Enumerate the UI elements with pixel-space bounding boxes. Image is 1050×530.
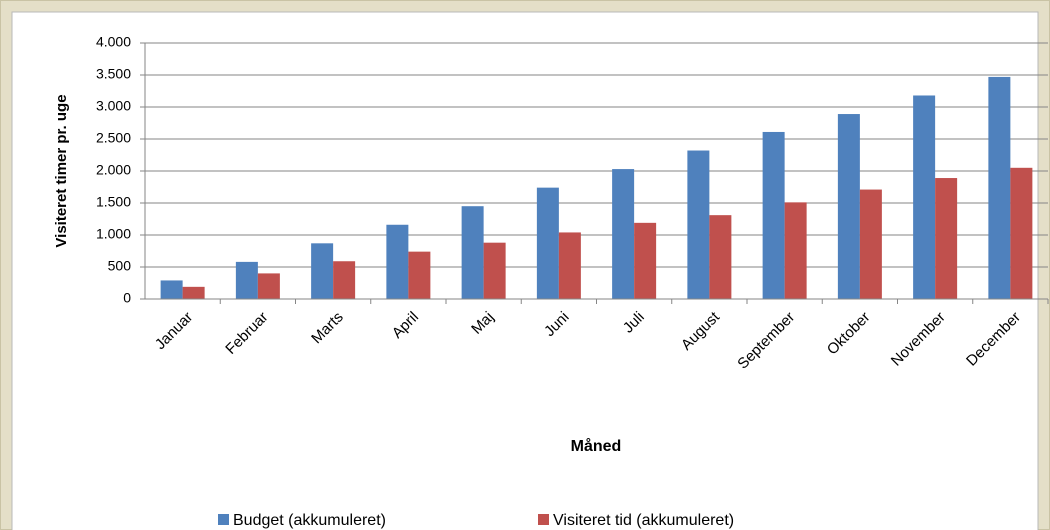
y-tick-label: 1.500: [96, 194, 131, 210]
bar: [333, 261, 356, 299]
bar: [257, 273, 280, 299]
y-tick-label: 1.000: [96, 226, 131, 242]
bar: [1010, 167, 1033, 299]
chart-area: [11, 11, 1039, 530]
bar: [182, 286, 205, 299]
y-axis-title: Visiteret timer pr. uge: [53, 94, 70, 247]
x-axis-title: Måned: [571, 437, 622, 455]
bar: [988, 76, 1011, 299]
y-tick-label: 500: [108, 258, 132, 274]
bar: [935, 178, 958, 299]
y-tick-label: 2.000: [96, 162, 131, 178]
bar: [612, 169, 635, 299]
bar: [634, 222, 657, 299]
bar: [386, 224, 409, 299]
bar: [536, 187, 559, 299]
legend-label: Visiteret tid (akkumuleret): [553, 512, 734, 529]
bar: [709, 215, 732, 299]
legend-swatch: [538, 514, 549, 525]
bar: [311, 243, 334, 299]
bar: [837, 114, 860, 299]
legend-swatch: [218, 514, 229, 525]
bar: [762, 131, 785, 299]
bar: [558, 232, 581, 299]
bar: [160, 280, 183, 299]
bar: [859, 189, 882, 299]
bar: [784, 202, 807, 299]
bar: [408, 251, 431, 299]
y-tick-label: 4.000: [96, 34, 131, 50]
bar: [461, 206, 484, 299]
legend-label: Budget (akkumuleret): [233, 512, 386, 529]
bar: [235, 261, 258, 299]
y-tick-label: 0: [123, 290, 131, 306]
y-tick-label: 3.500: [96, 66, 131, 82]
y-tick-label: 2.500: [96, 130, 131, 146]
y-tick-label: 3.000: [96, 98, 131, 114]
bar: [687, 150, 710, 299]
bar: [913, 95, 936, 299]
bar: [483, 242, 506, 299]
